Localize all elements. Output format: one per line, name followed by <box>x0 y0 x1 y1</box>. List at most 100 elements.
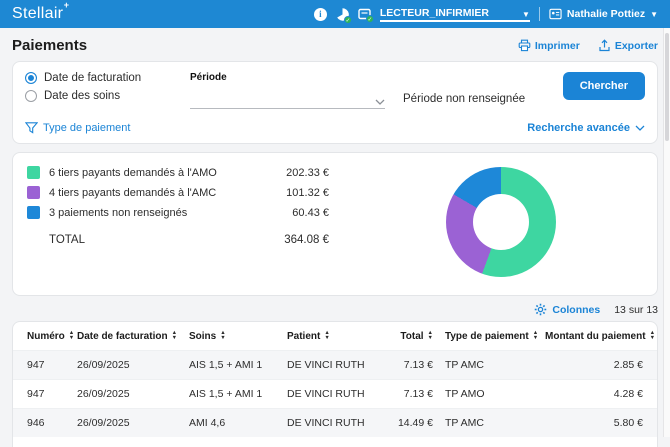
column-header-date-de-facturation[interactable]: Date de facturation▲▼ <box>71 322 183 351</box>
columns-button[interactable]: Colonnes <box>534 303 600 316</box>
legend-total-row: TOTAL 364.08 € <box>27 234 329 246</box>
export-icon <box>598 39 611 52</box>
reader-selector-value: LECTEUR_INFIRMIER <box>380 7 489 19</box>
info-icon[interactable]: i <box>314 8 327 21</box>
cell: TP AMC <box>439 351 539 380</box>
columns-label: Colonnes <box>552 304 600 316</box>
row-count: 13 sur 13 <box>614 304 658 316</box>
column-label: Total <box>400 331 423 342</box>
column-header-num-ro[interactable]: Numéro▲▼ <box>13 322 71 351</box>
payments-table: Numéro▲▼Date de facturation▲▼Soins▲▼Pati… <box>13 322 657 437</box>
check-badge-icon: ✓ <box>344 16 352 24</box>
table-toolbar: Colonnes 13 sur 13 <box>12 303 658 316</box>
chevron-down-icon <box>635 125 645 131</box>
chevron-down-icon: ▼ <box>522 10 530 19</box>
cell: 7.13 € <box>383 380 439 409</box>
column-label: Type de paiement <box>445 331 529 342</box>
cell: AIS 1,5 + AMI 1 <box>183 380 281 409</box>
cell: 2.85 € <box>539 351 657 380</box>
type-paiement-label: Type de paiement <box>43 122 130 134</box>
print-label: Imprimer <box>535 40 580 52</box>
total-amount: 364.08 € <box>284 234 329 246</box>
page-title-bar: Paiements Imprimer Exporter <box>0 28 670 61</box>
header-divider <box>539 7 540 21</box>
logo-star-icon: + <box>64 0 70 10</box>
cell: 947 <box>13 351 71 380</box>
table-row[interactable]: 94726/09/2025AIS 1,5 + AMI 1DE VINCI RUT… <box>13 351 657 380</box>
advanced-search-label: Recherche avancée <box>527 122 630 134</box>
legend-swatch-icon <box>27 186 40 199</box>
user-name: Nathalie Pottiez <box>567 8 645 20</box>
sort-icon: ▲▼ <box>428 331 433 341</box>
check-badge-icon: ✓ <box>366 15 374 23</box>
legend-amount: 60.43 € <box>292 207 329 219</box>
table-row[interactable]: 94626/09/2025AMI 4,6DE VINCI RUTH14.49 €… <box>13 409 657 438</box>
column-header-patient[interactable]: Patient ▲▼ <box>281 322 383 351</box>
periode-empty-text: Période non renseignée <box>403 93 525 109</box>
table-header-row: Numéro▲▼Date de facturation▲▼Soins▲▼Pati… <box>13 322 657 351</box>
print-button[interactable]: Imprimer <box>518 39 580 52</box>
column-label: Soins <box>189 331 216 342</box>
chart-legend: 6 tiers payants demandés à l'AMO202.33 €… <box>27 166 329 246</box>
column-header-montant-du-paiement[interactable]: Montant du paiement▲▼ <box>539 322 657 351</box>
cell: 26/09/2025 <box>71 380 183 409</box>
payments-donut-chart <box>446 167 556 277</box>
donut-ring <box>446 167 556 277</box>
legend-label: 4 tiers payants demandés à l'AMC <box>49 187 286 199</box>
radio-button <box>25 72 37 84</box>
table-row[interactable]: 94726/09/2025AIS 1,5 + AMI 1DE VINCI RUT… <box>13 380 657 409</box>
stellair-logo[interactable]: Stellair + <box>12 5 70 23</box>
payments-summary-panel: 6 tiers payants demandés à l'AMO202.33 €… <box>12 152 658 296</box>
donut-hole <box>473 194 529 250</box>
sort-icon: ▲▼ <box>220 331 225 341</box>
legend-swatch-icon <box>27 166 40 179</box>
legend-amount: 202.33 € <box>286 167 329 179</box>
legend-item: 4 tiers payants demandés à l'AMC101.32 € <box>27 186 329 199</box>
page-title: Paiements <box>12 37 87 54</box>
legend-item: 6 tiers payants demandés à l'AMO202.33 € <box>27 166 329 179</box>
export-button[interactable]: Exporter <box>598 39 658 52</box>
page-actions: Imprimer Exporter <box>518 39 658 52</box>
cell: DE VINCI RUTH <box>281 351 383 380</box>
header-actions: i ✓ ✓ LECTEUR_INFIRMIER ▼ <box>314 7 658 22</box>
cell: AIS 1,5 + AMI 1 <box>183 351 281 380</box>
cell: 26/09/2025 <box>71 351 183 380</box>
type-paiement-filter[interactable]: Type de paiement <box>25 122 130 134</box>
radio-date-facturation[interactable]: Date de facturation <box>25 72 190 84</box>
column-label: Patient <box>287 331 320 342</box>
card-reader-status-icon[interactable]: ✓ <box>358 8 371 20</box>
column-header-soins[interactable]: Soins ▲▼ <box>183 322 281 351</box>
cell: 7.13 € <box>383 351 439 380</box>
cell: TP AMO <box>439 380 539 409</box>
radio-label: Date des soins <box>44 90 120 102</box>
user-menu[interactable]: Nathalie Pottiez ▼ <box>549 8 658 20</box>
advanced-search-toggle[interactable]: Recherche avancée <box>527 122 645 134</box>
cell: 947 <box>13 380 71 409</box>
legend-item: 3 paiements non renseignés60.43 € <box>27 206 329 219</box>
cell: AMI 4,6 <box>183 409 281 438</box>
cell: TP AMC <box>439 409 539 438</box>
column-label: Numéro <box>27 331 65 342</box>
cell: 14.49 € <box>383 409 439 438</box>
scrollbar-thumb[interactable] <box>665 33 669 141</box>
reader-selector[interactable]: LECTEUR_INFIRMIER ▼ <box>380 7 530 22</box>
date-type-radio-group: Date de facturation Date des soins <box>25 72 190 109</box>
periode-select[interactable] <box>190 93 385 109</box>
chevron-down-icon: ▼ <box>650 10 658 19</box>
radio-label: Date de facturation <box>44 72 141 84</box>
filter-funnel-icon <box>25 122 38 134</box>
column-header-total[interactable]: Total ▲▼ <box>383 322 439 351</box>
payments-table-panel: Numéro▲▼Date de facturation▲▼Soins▲▼Pati… <box>12 321 658 447</box>
legend-label: 3 paiements non renseignés <box>49 207 292 219</box>
search-button[interactable]: Chercher <box>563 72 645 100</box>
column-header-type-de-paiement[interactable]: Type de paiement▲▼ <box>439 322 539 351</box>
legend-amount: 101.32 € <box>286 187 329 199</box>
column-label: Montant du paiement <box>545 331 646 342</box>
radio-date-soins[interactable]: Date des soins <box>25 90 190 102</box>
total-label: TOTAL <box>49 234 284 246</box>
user-badge-icon <box>549 8 562 20</box>
sort-icon: ▲▼ <box>324 331 329 341</box>
carte-vitale-status-icon[interactable]: ✓ <box>336 8 349 21</box>
cell: 4.28 € <box>539 380 657 409</box>
page-scrollbar[interactable] <box>663 28 670 437</box>
